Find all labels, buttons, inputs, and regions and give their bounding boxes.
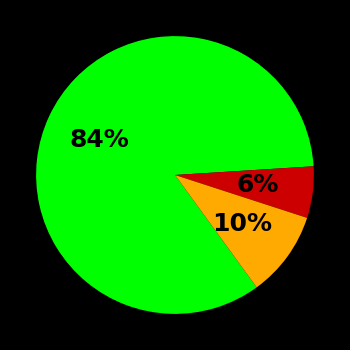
Wedge shape	[36, 36, 314, 314]
Wedge shape	[175, 166, 314, 218]
Text: 6%: 6%	[237, 174, 279, 197]
Text: 84%: 84%	[70, 127, 130, 152]
Wedge shape	[175, 175, 307, 287]
Text: 10%: 10%	[212, 212, 272, 236]
